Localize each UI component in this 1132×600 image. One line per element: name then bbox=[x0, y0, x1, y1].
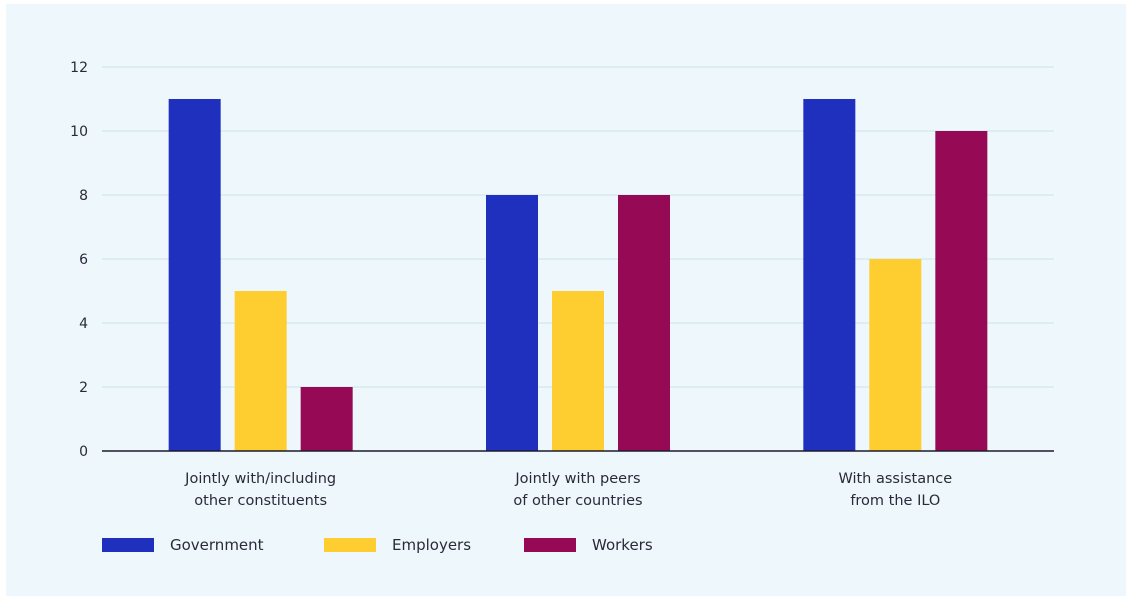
x-category-label-line: Jointly with peers bbox=[514, 471, 640, 487]
bars bbox=[168, 99, 988, 451]
y-tick-label: 8 bbox=[79, 188, 88, 204]
bar-workers bbox=[300, 387, 353, 451]
bar-workers bbox=[618, 195, 670, 451]
bar-workers bbox=[935, 131, 988, 451]
y-tick-label: 6 bbox=[79, 252, 88, 268]
x-axis-labels: Jointly with/including other constituents… bbox=[184, 471, 952, 509]
y-tick-label: 2 bbox=[79, 380, 88, 396]
legend-swatch-workers bbox=[524, 538, 576, 552]
legend-label-government: Government bbox=[170, 536, 264, 554]
y-axis-ticks: 0 2 4 6 8 10 12 bbox=[70, 60, 88, 460]
legend-swatch-government bbox=[102, 538, 154, 552]
legend-item-workers: Workers bbox=[524, 536, 653, 554]
y-tick-label: 10 bbox=[70, 124, 88, 140]
x-category-label: With assistance from the ILO bbox=[838, 471, 952, 509]
x-category-label-line: from the ILO bbox=[850, 493, 940, 509]
y-tick-label: 0 bbox=[79, 444, 88, 460]
x-category-label-line: other constituents bbox=[194, 493, 327, 509]
x-category-label-line: of other countries bbox=[513, 493, 642, 509]
y-tick-label: 4 bbox=[79, 316, 88, 332]
bar-employers bbox=[234, 291, 287, 451]
legend-item-employers: Employers bbox=[324, 536, 524, 554]
x-category-label-line: With assistance bbox=[838, 471, 952, 487]
legend-label-workers: Workers bbox=[592, 536, 653, 554]
x-category-label-line: Jointly with/including bbox=[184, 471, 336, 487]
bar-government bbox=[486, 195, 538, 451]
bar-government bbox=[168, 99, 221, 451]
bar-employers bbox=[869, 259, 922, 451]
bar-government bbox=[803, 99, 856, 451]
legend-label-employers: Employers bbox=[392, 536, 472, 554]
x-category-label: Jointly with/including other constituents bbox=[184, 471, 336, 509]
legend-item-government: Government bbox=[102, 536, 324, 554]
y-tick-label: 12 bbox=[70, 60, 88, 76]
bar-employers bbox=[552, 291, 604, 451]
legend: Government Employers Workers bbox=[102, 536, 653, 554]
x-category-label: Jointly with peers of other countries bbox=[513, 471, 642, 509]
legend-swatch-employers bbox=[324, 538, 376, 552]
